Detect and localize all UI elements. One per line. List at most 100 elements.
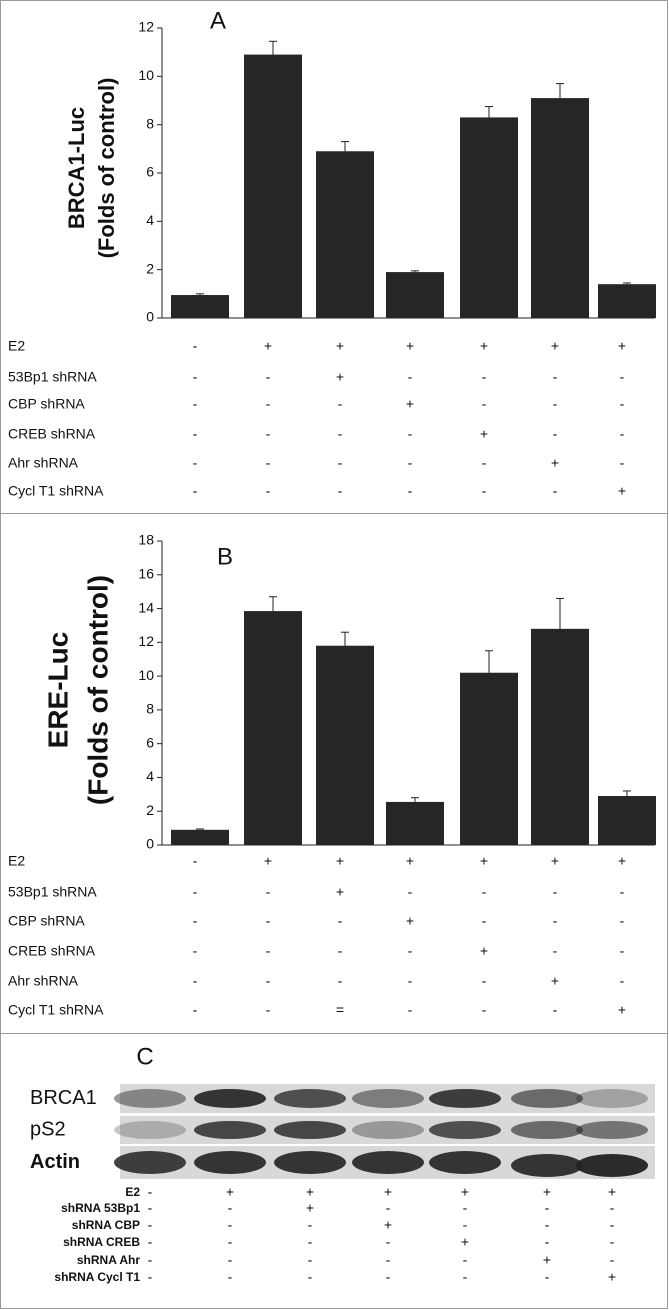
condition-symbol: + xyxy=(618,1002,626,1018)
condition-symbol: - xyxy=(193,943,198,959)
condition-label: shRNA CREB xyxy=(63,1235,140,1249)
bar xyxy=(460,117,518,319)
condition-symbol: - xyxy=(338,396,343,412)
condition-symbol: - xyxy=(553,884,558,900)
bar xyxy=(531,628,589,845)
y-tick-label: 8 xyxy=(146,115,154,131)
bar xyxy=(386,272,444,318)
blot-band xyxy=(429,1151,501,1174)
condition-symbol: - xyxy=(482,973,487,989)
condition-label: CREB shRNA xyxy=(8,943,96,959)
blot-band xyxy=(194,1089,266,1108)
condition-symbol: + xyxy=(551,973,559,989)
condition-symbol: - xyxy=(338,483,343,499)
condition-symbol: - xyxy=(266,455,271,471)
condition-symbol: - xyxy=(553,483,558,499)
condition-symbol: + xyxy=(306,1200,314,1216)
condition-symbol: - xyxy=(338,426,343,442)
condition-symbol: + xyxy=(306,1184,314,1200)
y-tick-label: 0 xyxy=(146,309,154,325)
blot-band xyxy=(352,1121,424,1139)
condition-symbol: = xyxy=(336,1002,344,1018)
blot-band xyxy=(274,1089,346,1108)
condition-symbol: - xyxy=(610,1234,615,1250)
condition-symbol: - xyxy=(228,1252,233,1268)
condition-symbol: - xyxy=(228,1269,233,1285)
condition-symbol: - xyxy=(193,396,198,412)
condition-symbol: - xyxy=(482,455,487,471)
bar xyxy=(598,796,656,845)
condition-label: E2 xyxy=(125,1185,140,1199)
y-axis-label: BRCA1-Luc xyxy=(64,107,89,229)
condition-symbol: + xyxy=(618,483,626,499)
panel-border xyxy=(0,1033,668,1309)
condition-symbol: - xyxy=(463,1269,468,1285)
condition-symbol: - xyxy=(308,1217,313,1233)
y-tick-label: 4 xyxy=(146,212,154,228)
condition-symbol: - xyxy=(148,1200,153,1216)
condition-symbol: - xyxy=(553,369,558,385)
condition-symbol: - xyxy=(266,943,271,959)
blot-band xyxy=(576,1089,648,1108)
condition-symbol: - xyxy=(193,884,198,900)
condition-symbol: - xyxy=(338,943,343,959)
condition-symbol: - xyxy=(482,884,487,900)
y-tick-label: 2 xyxy=(146,260,154,276)
blot-band xyxy=(114,1121,186,1139)
bar xyxy=(244,54,302,318)
y-tick-label: 14 xyxy=(138,599,154,615)
condition-symbol: + xyxy=(384,1217,392,1233)
condition-symbol: - xyxy=(610,1217,615,1233)
condition-symbol: - xyxy=(193,338,198,354)
condition-symbol: - xyxy=(386,1252,391,1268)
condition-label: shRNA CBP xyxy=(72,1218,140,1232)
condition-symbol: - xyxy=(308,1234,313,1250)
condition-symbol: - xyxy=(193,369,198,385)
blot-band xyxy=(352,1151,424,1174)
condition-label: E2 xyxy=(8,853,25,869)
blot-band xyxy=(511,1089,583,1108)
condition-symbol: - xyxy=(193,483,198,499)
condition-symbol: + xyxy=(461,1184,469,1200)
blot-band xyxy=(352,1089,424,1108)
condition-symbol: - xyxy=(266,396,271,412)
condition-label: CBP shRNA xyxy=(8,913,85,929)
condition-symbol: - xyxy=(266,1002,271,1018)
condition-symbol: - xyxy=(148,1252,153,1268)
condition-symbol: - xyxy=(193,1002,198,1018)
condition-label: shRNA Cycl T1 xyxy=(54,1270,140,1284)
condition-symbol: + xyxy=(480,426,488,442)
condition-label: shRNA 53Bp1 xyxy=(61,1201,140,1215)
y-tick-label: 10 xyxy=(138,667,154,683)
condition-symbol: - xyxy=(482,913,487,929)
blot-band xyxy=(511,1154,583,1177)
condition-symbol: - xyxy=(266,426,271,442)
blot-band xyxy=(194,1121,266,1139)
condition-symbol: - xyxy=(463,1252,468,1268)
condition-symbol: + xyxy=(406,853,414,869)
condition-label: CBP shRNA xyxy=(8,396,85,412)
condition-symbol: + xyxy=(461,1234,469,1250)
condition-symbol: - xyxy=(408,1002,413,1018)
condition-symbol: - xyxy=(482,369,487,385)
y-tick-label: 6 xyxy=(146,164,154,180)
y-tick-label: 8 xyxy=(146,701,154,717)
condition-symbol: - xyxy=(610,1252,615,1268)
condition-symbol: - xyxy=(408,483,413,499)
condition-symbol: - xyxy=(308,1269,313,1285)
y-axis-label: ERE-Luc xyxy=(42,632,73,749)
condition-symbol: - xyxy=(193,973,198,989)
condition-symbol: - xyxy=(148,1217,153,1233)
bar xyxy=(244,611,302,845)
y-tick-label: 10 xyxy=(138,67,154,83)
condition-symbol: + xyxy=(336,884,344,900)
bar xyxy=(598,284,656,318)
condition-symbol: - xyxy=(386,1200,391,1216)
condition-symbol: - xyxy=(408,369,413,385)
condition-symbol: - xyxy=(482,1002,487,1018)
condition-symbol: + xyxy=(406,396,414,412)
condition-symbol: + xyxy=(480,338,488,354)
bar xyxy=(171,829,229,845)
condition-label: Ahr shRNA xyxy=(8,455,79,471)
